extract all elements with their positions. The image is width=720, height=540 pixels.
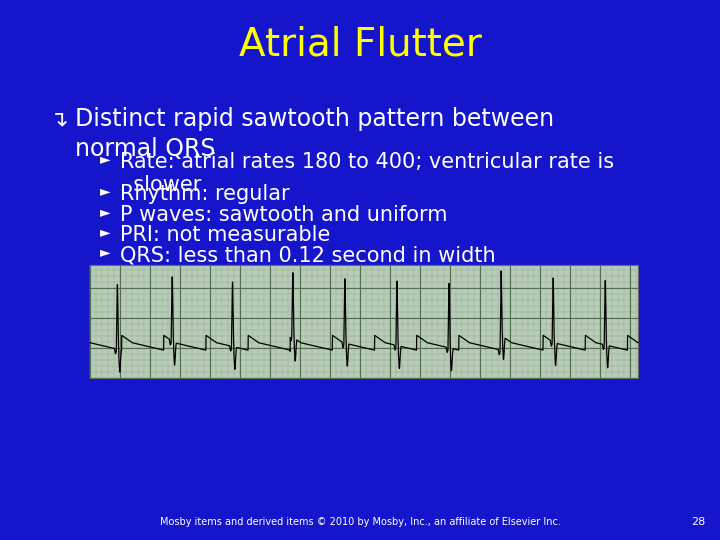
Text: P waves: sawtooth and uniform: P waves: sawtooth and uniform <box>120 205 448 225</box>
Text: ►: ► <box>100 245 111 259</box>
Text: Atrial Flutter: Atrial Flutter <box>238 26 482 64</box>
Text: Rhythm: regular: Rhythm: regular <box>120 184 289 204</box>
Text: ►: ► <box>100 152 111 166</box>
Text: QRS: less than 0.12 second in width: QRS: less than 0.12 second in width <box>120 245 495 265</box>
Text: ►: ► <box>100 225 111 239</box>
Text: ►: ► <box>100 205 111 219</box>
Text: PRI: not measurable: PRI: not measurable <box>120 225 330 245</box>
Text: Mosby items and derived items © 2010 by Mosby, Inc., an affiliate of Elsevier In: Mosby items and derived items © 2010 by … <box>160 517 560 527</box>
Text: ►: ► <box>100 184 111 198</box>
Text: Distinct rapid sawtooth pattern between
normal QRS: Distinct rapid sawtooth pattern between … <box>75 107 554 161</box>
Text: ↴: ↴ <box>50 110 68 130</box>
Bar <box>90 265 638 378</box>
Text: Rate: atrial rates 180 to 400; ventricular rate is
  slower: Rate: atrial rates 180 to 400; ventricul… <box>120 152 614 195</box>
Text: 28: 28 <box>690 517 705 527</box>
